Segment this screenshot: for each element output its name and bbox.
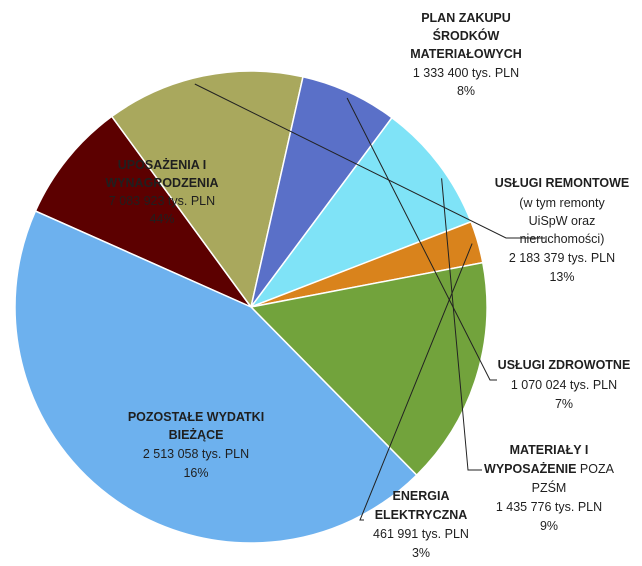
label-zdrowotne-value: 1 070 024 tys. PLN — [511, 378, 617, 392]
label-zdrowotne-name: USŁUGI ZDROWOTNE — [498, 358, 631, 372]
label-plan-name-3: MATERIAŁOWYCH — [410, 47, 522, 61]
label-zdrowotne-percent: 7% — [555, 397, 573, 411]
leader-line-remonty — [194, 83, 545, 239]
label-materialy-name-1: MATERIAŁY I — [510, 443, 589, 457]
label-remonty-name: USŁUGI REMONTOWE — [495, 176, 630, 190]
label-uposazenia-value: 7 083 923 tys. PLN — [109, 194, 215, 208]
label-pozostale-name-2: BIEŻĄCE — [169, 427, 224, 442]
label-materialy-name-2-bold: WYPOSAŻENIE — [484, 461, 576, 476]
label-pozostale-name-1: POZOSTAŁE WYDATKI — [128, 410, 264, 424]
pie-slice-materialy — [248, 116, 473, 309]
label-uposazenia-percent: 44% — [149, 212, 174, 226]
label-materialy-value: 1 435 776 tys. PLN — [496, 500, 602, 514]
label-remonty-note-3: nieruchomości) — [520, 232, 605, 246]
leader-line-zdrowotne — [346, 97, 497, 381]
label-materialy-name-3: PZŚM — [532, 480, 567, 495]
label-materialy-name-2: WYPOSAŻENIE POZA — [484, 461, 615, 476]
label-plan-name-2: ŚRODKÓW — [433, 28, 500, 43]
leader-line-materialy — [441, 178, 482, 471]
pie-slice-pozostale — [249, 261, 488, 477]
label-zdrowotne: USŁUGI ZDROWOTNE 1 070 024 tys. PLN 7% — [498, 358, 631, 411]
pie-slices — [14, 70, 488, 544]
label-energia-name-1: ENERGIA — [393, 489, 450, 503]
label-plan: PLAN ZAKUPU ŚRODKÓW MATERIAŁOWYCH 1 333 … — [410, 11, 522, 98]
label-energia-value: 461 991 tys. PLN — [373, 527, 469, 541]
leader-line-energia — [359, 243, 473, 521]
label-pozostale-value: 2 513 058 tys. PLN — [143, 447, 249, 461]
pie-slice-remonty — [110, 70, 304, 309]
label-plan-name-1: PLAN ZAKUPU — [421, 11, 511, 25]
label-energia: ENERGIA ELEKTRYCZNA 461 991 tys. PLN 3% — [373, 489, 469, 560]
label-remonty-note-2: UiSpW oraz — [529, 214, 596, 228]
label-pozostale: POZOSTAŁE WYDATKI BIEŻĄCE 2 513 058 tys.… — [128, 410, 264, 480]
label-materialy-name-2-suffix: POZA — [580, 462, 615, 476]
label-uposazenia-name-2: WYNAGRODZENIA — [105, 176, 218, 190]
label-remonty-percent: 13% — [549, 270, 574, 284]
label-materialy-percent: 9% — [540, 519, 558, 533]
label-energia-percent: 3% — [412, 546, 430, 560]
label-plan-percent: 8% — [457, 84, 475, 98]
label-plan-value: 1 333 400 tys. PLN — [413, 66, 519, 80]
label-remonty-note-1: (w tym remonty — [519, 196, 605, 210]
label-uposazenia: UPOSAŻENIA I WYNAGRODZENIA 7 083 923 tys… — [105, 157, 218, 226]
pie-slice-plan — [34, 115, 254, 309]
label-materialy: MATERIAŁY I WYPOSAŻENIE POZA PZŚM 1 435 … — [484, 443, 615, 533]
label-pozostale-percent: 16% — [183, 466, 208, 480]
label-remonty: USŁUGI REMONTOWE (w tym remonty UiSpW or… — [495, 176, 630, 284]
label-remonty-value: 2 183 379 tys. PLN — [509, 251, 615, 265]
pie-slice-uposazenia — [14, 210, 418, 544]
label-uposazenia-name-1: UPOSAŻENIA I — [118, 157, 206, 172]
leader-lines — [194, 83, 545, 521]
label-energia-name-2: ELEKTRYCZNA — [375, 508, 468, 522]
